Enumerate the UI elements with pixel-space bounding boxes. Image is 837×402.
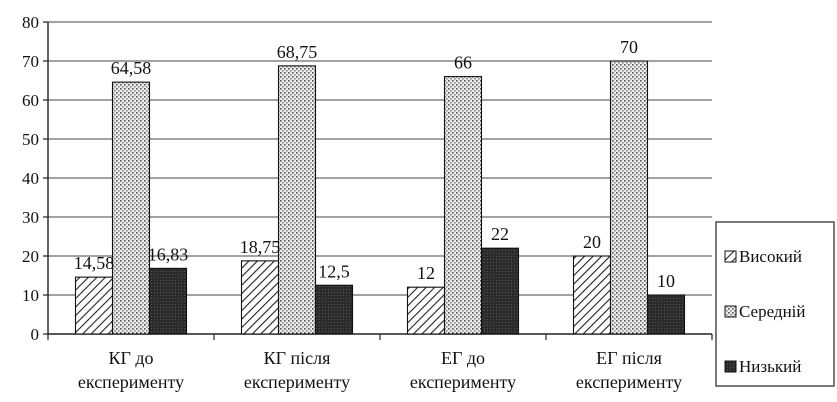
bars	[74, 60, 686, 335]
bar-medium	[443, 76, 483, 335]
data-label: 22	[491, 224, 509, 244]
data-label: 12,5	[318, 261, 350, 281]
data-label: 12	[417, 263, 435, 283]
axes: 0 10 20 30 40 50 60 70 80 КГ до експерименту КГ піс…	[22, 13, 713, 392]
bar-low	[646, 294, 686, 335]
data-label: 16,83	[148, 244, 189, 264]
data-label: 68,75	[277, 42, 318, 62]
bar-high	[74, 276, 114, 335]
y-tick-label: 0	[31, 325, 40, 344]
data-label: 70	[620, 37, 638, 57]
bar-medium	[277, 65, 317, 335]
x-category-label: експерименту	[410, 372, 516, 392]
y-tick-label: 50	[22, 130, 39, 149]
y-tick-label: 80	[22, 13, 39, 32]
legend-box	[715, 221, 835, 387]
bar-high	[572, 255, 612, 335]
data-label: 64,58	[111, 58, 152, 78]
x-category-label: експерименту	[78, 372, 184, 392]
data-label: 20	[583, 232, 601, 252]
data-label: 66	[454, 53, 472, 73]
x-category-label: ЕГ до	[441, 348, 485, 368]
legend-swatch	[724, 305, 737, 318]
legend-swatch	[724, 360, 737, 373]
bar-high	[240, 260, 280, 335]
x-category-label: КГ до	[108, 348, 153, 368]
gridlines	[48, 21, 712, 296]
x-category-label: ЕГ після	[596, 348, 662, 368]
bar-high	[406, 286, 446, 335]
y-tick-label: 40	[22, 169, 39, 188]
data-label: 10	[657, 271, 675, 291]
x-category-label: експерименту	[244, 372, 350, 392]
bar-low	[148, 267, 188, 335]
x-category-label: КГ після	[264, 348, 331, 368]
legend-swatch	[724, 250, 737, 263]
y-tick-label: 20	[22, 247, 39, 266]
legend-label: Високий	[739, 247, 802, 266]
legend-label: Низький	[739, 357, 801, 376]
legend: Високий Середній Низький	[715, 221, 835, 387]
bar-medium	[111, 81, 151, 335]
y-tick-label: 10	[22, 286, 39, 305]
legend-label: Середній	[739, 302, 805, 321]
y-tick-label: 60	[22, 91, 39, 110]
y-tick-label: 70	[22, 52, 39, 71]
y-tick-label: 30	[22, 208, 39, 227]
data-labels: 14,58 64,58 16,83 18,75 68,75 12,5 12 66 22 20 70 1…	[74, 37, 675, 291]
data-label: 18,75	[240, 237, 281, 257]
data-label: 14,58	[74, 253, 115, 273]
bar-low	[480, 247, 520, 335]
bar-low	[314, 284, 354, 335]
bar-medium	[609, 60, 649, 335]
x-category-label: експерименту	[576, 372, 682, 392]
